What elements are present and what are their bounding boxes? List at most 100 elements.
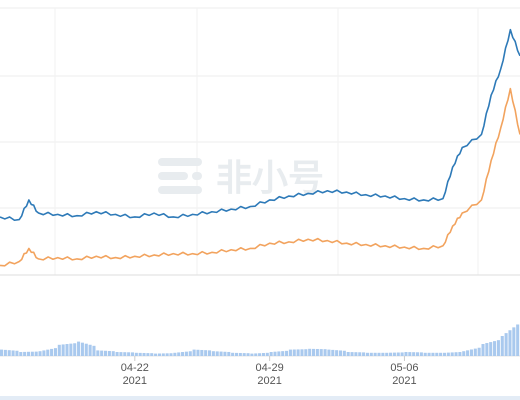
volume-bar (26, 351, 31, 356)
volume-bar (281, 351, 285, 356)
volume-bar (369, 352, 373, 356)
volume-bar (188, 351, 192, 356)
volume-bar (327, 349, 331, 356)
volume-bar (127, 352, 131, 356)
volume-bar (350, 352, 354, 356)
volume-bar (277, 351, 281, 356)
volume-bar (408, 352, 412, 356)
volume-bar (362, 352, 366, 356)
x-tick-label-year: 2021 (257, 375, 281, 387)
volume-bar (296, 349, 300, 356)
volume-bar (23, 351, 27, 356)
volume-bar (107, 350, 111, 356)
volume-bar (400, 352, 404, 356)
volume-bar (73, 343, 77, 356)
volume-bar (462, 351, 466, 356)
volume-bar (192, 349, 196, 356)
volume-bar (381, 352, 385, 356)
watermark-logo-bar (158, 186, 202, 194)
volume-bar (466, 350, 470, 356)
volume-bar (238, 352, 242, 356)
volume-bar (142, 352, 146, 356)
volume-bar (38, 351, 42, 356)
volume-bar (177, 352, 181, 356)
volume-bar (416, 352, 420, 356)
volume-bar (273, 351, 277, 356)
volume-bar (196, 349, 200, 356)
volume-bar (123, 352, 127, 356)
watermark-logo-bar (158, 158, 202, 166)
volume-bar (92, 345, 96, 356)
volume-bar (246, 353, 250, 356)
volume-bar (342, 350, 346, 356)
price-line (0, 87, 520, 267)
volume-bar (396, 352, 400, 356)
volume-bar (111, 351, 115, 356)
watermark-logo-bar (158, 172, 188, 180)
volume-bar (261, 353, 265, 356)
volume-bar (200, 349, 204, 356)
volume-bar (365, 352, 369, 356)
volume-bar (19, 352, 23, 356)
x-tick-label: 04-29 (256, 362, 284, 374)
volume-bar (331, 349, 335, 356)
volume-bar (57, 344, 61, 356)
volume-bar (231, 352, 235, 356)
volume-bar (50, 348, 54, 356)
volume-bar (319, 349, 323, 356)
volume-bar (258, 353, 262, 356)
volume-bar (450, 352, 454, 356)
volume-bar (184, 351, 188, 356)
volume-bar (223, 351, 227, 356)
volume-bar (154, 353, 158, 356)
volume-bar (442, 352, 447, 356)
volume-bar (269, 352, 273, 356)
volume-bar (138, 352, 142, 356)
volume-bar (469, 349, 473, 356)
volume-bar (80, 342, 84, 356)
volume-bar (242, 353, 246, 356)
volume-bar (516, 324, 520, 356)
volume-bar (435, 352, 439, 356)
volume-bar (304, 349, 308, 356)
x-tick-label-year: 2021 (123, 375, 147, 387)
watermark-text: 非小号 (216, 158, 324, 199)
volume-bar (119, 352, 123, 356)
volume-bar (115, 352, 119, 356)
x-tick-label-year: 2021 (392, 375, 416, 387)
volume-bar (481, 344, 485, 356)
volume-bar (34, 351, 38, 356)
volume-bar (146, 353, 150, 356)
volume-bar (423, 352, 427, 356)
volume-bar (315, 348, 319, 356)
volume-bar (181, 352, 185, 356)
volume-bar (373, 352, 377, 356)
volume-bar (161, 353, 165, 356)
volume-bar (392, 352, 396, 356)
volume-bar (65, 344, 69, 356)
volume-bar (504, 333, 508, 356)
x-tick-label: 05-06 (390, 362, 418, 374)
volume-bar (389, 352, 393, 356)
volume-bar (346, 352, 350, 356)
volume-bar (211, 351, 215, 356)
volume-bar (208, 350, 212, 356)
volume-bar (404, 352, 408, 356)
volume-bar (512, 327, 516, 356)
bottom-scroll-strip[interactable] (0, 396, 520, 400)
volume-bar (431, 352, 435, 356)
x-tick-label: 04-22 (121, 362, 149, 374)
volume-bar (215, 351, 219, 356)
volume-bar (493, 341, 497, 356)
volume-bar (234, 352, 239, 356)
volume-bar (157, 353, 161, 356)
volume-bar (312, 348, 316, 356)
volume-bar (7, 350, 11, 356)
volume-bar (412, 352, 416, 356)
volume-bar (485, 343, 489, 356)
volume-bar (439, 352, 443, 356)
